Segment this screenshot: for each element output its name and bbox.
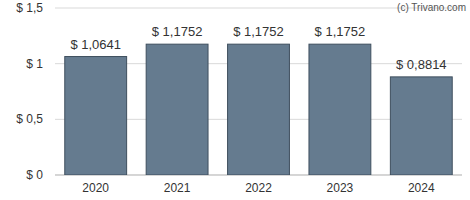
- y-tick-label: $ 1: [26, 57, 43, 71]
- bar: [65, 57, 127, 175]
- watermark: (c) Trivano.com: [397, 2, 466, 13]
- bars: [65, 44, 452, 175]
- data-label: $ 1,1752: [233, 24, 284, 39]
- data-label: $ 1,1752: [152, 24, 203, 39]
- data-label: $ 1,0641: [70, 37, 121, 52]
- data-label: $ 1,1752: [315, 24, 366, 39]
- x-tick-label: 2023: [327, 181, 354, 195]
- x-tick-label: 2021: [164, 181, 191, 195]
- x-tick-label: 2020: [82, 181, 109, 195]
- y-tick-label: $ 1,5: [16, 1, 43, 15]
- y-tick-label: $ 0,5: [16, 112, 43, 126]
- chart-svg: $ 0 $ 0,5 $ 1 $ 1,5 $ 1,0641 2020 $ 1,1752 2021…: [0, 0, 470, 200]
- x-tick-label: 2024: [408, 181, 435, 195]
- x-tick-label: 2022: [245, 181, 272, 195]
- data-label: $ 0,8814: [396, 57, 447, 72]
- y-tick-label: $ 0: [26, 168, 43, 182]
- bar: [146, 44, 208, 175]
- chart-container: $ 0 $ 0,5 $ 1 $ 1,5 $ 1,0641 2020 $ 1,1752 2021…: [0, 0, 470, 200]
- bar: [309, 44, 371, 175]
- bar: [228, 44, 290, 175]
- bar: [390, 77, 452, 175]
